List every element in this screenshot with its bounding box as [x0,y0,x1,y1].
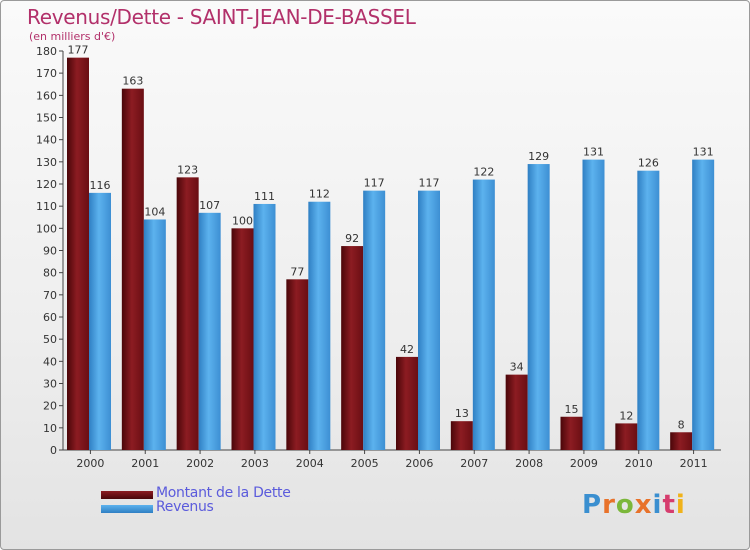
data-label-debt: 34 [510,361,524,374]
x-tick-label: 2010 [625,457,653,470]
data-label-revenue: 131 [693,146,714,159]
bar-debt-2008 [505,374,528,450]
x-tick-label: 2008 [515,457,543,470]
bar-revenue-2008 [527,164,550,451]
x-tick-label: 2004 [296,457,324,470]
data-label-revenue: 104 [144,205,165,218]
y-tick-label: 180 [36,45,57,58]
y-tick-label: 10 [43,422,57,435]
x-tick-label: 2003 [241,457,269,470]
y-tick-label: 60 [43,311,57,324]
bar-revenue-2011 [692,159,715,450]
axes: 0 10 20 30 40 50 60 70 80 90 100 110 120 130 140 150 160… [36,45,721,470]
data-label-revenue: 107 [199,199,220,212]
data-label-revenue: 122 [473,166,494,179]
x-tick-label: 2001 [131,457,159,470]
bar-revenue-2001 [143,219,166,450]
bar-debt-2005 [341,246,364,450]
data-label-debt: 163 [122,75,143,88]
x-tick-label: 2011 [680,457,708,470]
y-tick-label: 120 [36,178,57,191]
legend-swatch-revenue [101,505,153,513]
bar-revenue-2009 [582,159,605,450]
y-tick-label: 110 [36,200,57,213]
bar-debt-2001 [121,88,144,450]
bar-revenue-2005 [363,190,386,450]
y-tick-label: 30 [43,378,57,391]
x-tick-label: 2000 [76,457,104,470]
legend-swatch-debt [101,491,153,499]
x-tick-label: 2002 [186,457,214,470]
y-tick-label: 160 [36,89,57,102]
y-tick-label: 50 [43,333,57,346]
bar-debt-2004 [286,279,309,450]
data-label-revenue: 116 [90,179,111,192]
data-label-debt: 13 [455,407,469,420]
y-tick-label: 130 [36,156,57,169]
y-tick-label: 40 [43,355,57,368]
bars [67,57,715,451]
data-label-revenue: 129 [528,150,549,163]
x-tick-label: 2006 [405,457,433,470]
y-tick-label: 150 [36,112,57,125]
y-tick-label: 90 [43,245,57,258]
y-tick-label: 140 [36,134,57,147]
data-label-debt: 92 [345,232,359,245]
y-tick-label: 0 [50,444,57,457]
bar-debt-2006 [396,356,418,450]
chart-title: Revenus/Dette - SAINT-JEAN-DE-BASSEL [27,5,416,29]
bar-debt-2002 [176,177,199,450]
bar-debt-2010 [615,423,638,450]
bar-debt-2003 [231,228,254,450]
y-tick-label: 100 [36,222,57,235]
x-tick-label: 2005 [351,457,379,470]
y-tick-label: 70 [43,289,57,302]
y-tick-label: 80 [43,267,57,280]
data-label-revenue: 117 [364,177,385,190]
logo-letter: x [634,490,653,520]
data-label-revenue: 131 [583,146,604,159]
bar-revenue-2004 [308,201,331,450]
x-tick-label: 2007 [460,457,488,470]
bar-revenue-2007 [472,179,495,451]
x-tick-label: 2009 [570,457,598,470]
bar-revenue-2003 [253,203,276,450]
data-label-revenue: 117 [419,177,440,190]
logo-letter: i [675,490,686,520]
logo-letter: P [582,490,603,520]
data-label-debt: 77 [290,265,304,278]
bar-revenue-2000 [89,192,111,450]
logo-letter: i [652,490,663,520]
legend-label-revenue: Revenus [156,499,214,515]
data-label-debt: 100 [232,214,253,227]
legend-label-debt: Montant de la Dette [156,485,291,501]
bar-debt-2000 [67,57,89,451]
data-label-debt: 177 [68,44,89,57]
data-label-debt: 15 [565,403,579,416]
logo-letter: r [602,490,616,520]
bar-debt-2009 [560,416,583,450]
bar-revenue-2010 [637,170,660,450]
proxiti-logo: Proxiti [582,490,686,520]
data-label-debt: 12 [619,409,633,422]
y-tick-label: 170 [36,67,57,80]
data-label-debt: 123 [177,163,198,176]
logo-letter: t [662,490,676,520]
chart-subtitle: (en milliers d'€) [29,30,116,43]
y-tick-label: 20 [43,400,57,413]
data-label-revenue: 111 [254,190,275,203]
data-label-debt: 42 [400,343,414,356]
bar-revenue-2002 [198,212,221,450]
logo-letter: o [615,490,635,520]
bar-debt-2007 [450,421,473,450]
data-label-debt: 8 [678,418,685,431]
data-label-revenue: 112 [309,188,330,201]
data-label-revenue: 126 [638,157,659,170]
bar-revenue-2006 [418,190,440,450]
bar-debt-2011 [670,432,693,450]
